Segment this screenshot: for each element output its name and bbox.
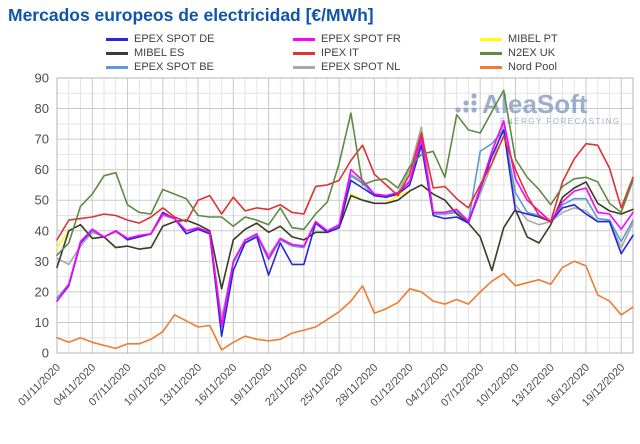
series-line-ipex-it: [56, 132, 634, 241]
watermark-dots-icon: [463, 107, 469, 113]
legend-label: IPEX IT: [321, 47, 359, 59]
y-tick-label: 80: [35, 101, 49, 116]
series-line-epex-spot-fr: [56, 120, 634, 327]
series-line-n2ex-uk: [56, 89, 634, 256]
watermark-dots-icon: [471, 100, 477, 106]
watermark-tagline: ENERGY FORECASTING: [500, 117, 621, 126]
x-axis-ticks: 01/11/202004/11/202007/11/202010/11/2020…: [16, 362, 627, 409]
series-line-epex-spot-be: [56, 129, 634, 328]
series-line-mibel-es: [56, 181, 634, 290]
y-tick-label: 0: [42, 346, 49, 361]
legend-line-swatch: [480, 66, 502, 69]
legend-line-swatch: [293, 38, 315, 41]
chart-title: Mercados europeos de electricidad [€/MWh…: [8, 5, 374, 25]
legend-line-swatch: [106, 52, 128, 55]
legend-item-n2ex-uk: N2EX UK: [480, 47, 555, 60]
legend-line-swatch: [293, 52, 315, 55]
watermark-dots-icon: [471, 107, 477, 113]
legend-label: MIBEL ES: [134, 47, 185, 59]
legend-line-swatch: [480, 52, 502, 55]
y-tick-label: 40: [35, 223, 49, 238]
legend-label: EPEX SPOT DE: [134, 33, 215, 45]
data-lines: [56, 89, 634, 351]
y-tick-label: 20: [35, 284, 49, 299]
legend-line-swatch: [480, 38, 502, 41]
legend-line-swatch: [106, 66, 128, 69]
watermark-dots-icon: [455, 107, 461, 113]
legend-label: N2EX UK: [508, 47, 556, 59]
series-line-epex-spot-de: [56, 129, 634, 338]
legend-label: EPEX SPOT BE: [134, 61, 214, 73]
legend-item-epex-spot-nl: EPEX SPOT NL: [293, 61, 400, 74]
y-tick-label: 50: [35, 193, 49, 208]
legend-label: EPEX SPOT FR: [321, 33, 401, 45]
y-tick-label: 90: [35, 71, 49, 86]
watermark-dots-icon: [471, 93, 477, 99]
legend-item-epex-spot-be: EPEX SPOT BE: [106, 61, 214, 74]
legend-item-epex-spot-fr: EPEX SPOT FR: [293, 33, 401, 46]
legend-line-swatch: [293, 66, 315, 69]
chart-legend: EPEX SPOT DE EPEX SPOT FR MIBEL PT MIBEL ES…: [0, 0, 640, 78]
legend-label: EPEX SPOT NL: [321, 61, 401, 73]
legend-item-mibel-pt: MIBEL PT: [480, 33, 558, 46]
watermark-name: AleaSoft: [482, 89, 588, 119]
legend-label: Nord Pool: [508, 61, 557, 73]
y-axis-ticks: 0 10 20 30 40 50 60 70 80 90: [35, 71, 49, 361]
legend-label: MIBEL PT: [508, 33, 558, 45]
legend-item-ipex-it: IPEX IT: [293, 47, 359, 60]
legend-item-mibel-es: MIBEL ES: [106, 47, 184, 60]
y-tick-label: 70: [35, 132, 49, 147]
legend-item-epex-spot-de: EPEX SPOT DE: [106, 33, 215, 46]
watermark-dots-icon: [463, 100, 469, 106]
series-line-nord-pool: [56, 260, 634, 351]
legend-line-swatch: [106, 38, 128, 41]
y-tick-label: 10: [35, 315, 49, 330]
y-tick-label: 30: [35, 254, 49, 269]
y-tick-label: 60: [35, 162, 49, 177]
legend-item-nord-pool: Nord Pool: [480, 61, 557, 74]
